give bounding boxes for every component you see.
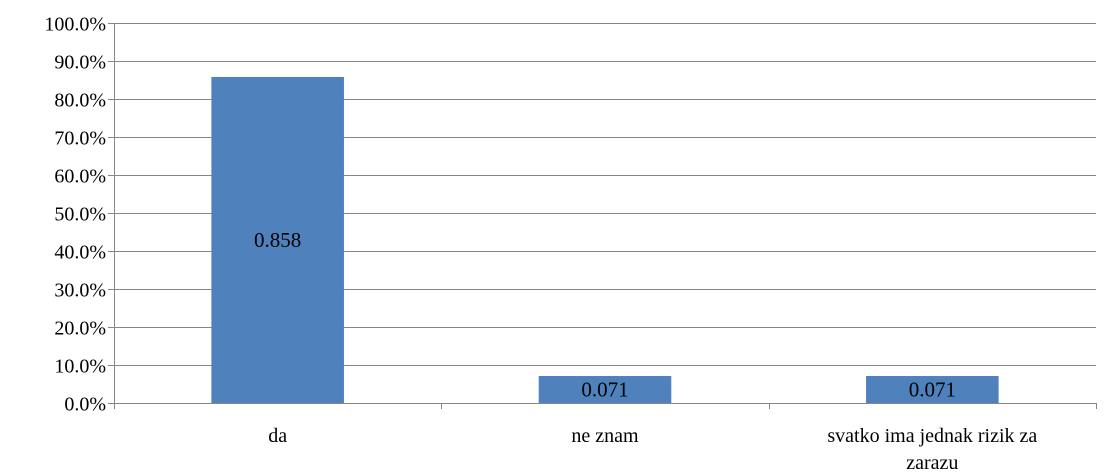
data-labels: 0.858 0.071 0.071 (254, 228, 956, 402)
y-tick-label: 20.0% (54, 318, 106, 340)
y-tick-label: 50.0% (54, 204, 106, 226)
y-tick-label: 40.0% (54, 242, 106, 264)
data-label: 0.858 (254, 228, 301, 252)
axes (108, 23, 1097, 409)
bar-0 (211, 76, 344, 404)
x-tick-label: ne znam (571, 425, 639, 447)
y-tick-label: 80.0% (54, 90, 106, 112)
bar-1 (538, 376, 672, 403)
y-tick-label: 100.0% (44, 14, 106, 36)
data-label: 0.071 (909, 378, 956, 402)
data-label: 0.071 (581, 378, 628, 402)
y-tick-label: 90.0% (54, 52, 106, 74)
bars (211, 76, 999, 404)
y-tick-label: 10.0% (54, 356, 106, 378)
y-tick-label: 60.0% (54, 166, 106, 188)
y-tick-label: 70.0% (54, 128, 106, 150)
x-tick-labels: da ne znam svatko ima jednak rizik za zaraz… (268, 425, 1037, 474)
y-tick-labels: 0.0% 10.0% 20.0% 30.0% 40.0% 50.0% 60.0% 70.0% 8… (44, 14, 106, 416)
y-tick-label: 0.0% (64, 394, 106, 416)
y-tick-label: 30.0% (54, 280, 106, 302)
bar-2 (866, 376, 999, 403)
x-tick-label: da (268, 425, 287, 447)
x-tick-label: svatko ima jednak rizik za zarazu (827, 425, 1037, 474)
